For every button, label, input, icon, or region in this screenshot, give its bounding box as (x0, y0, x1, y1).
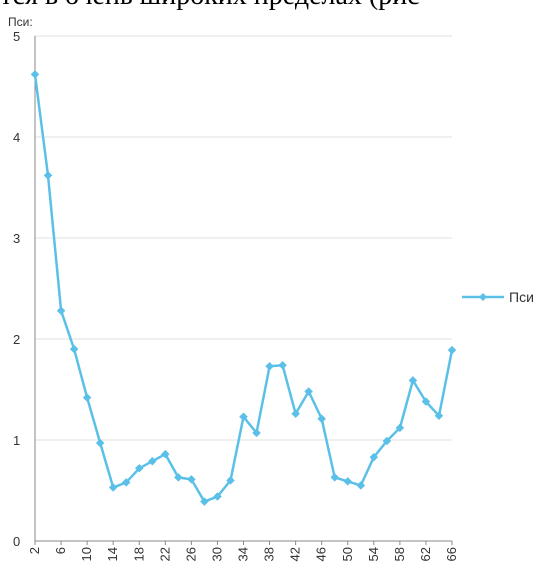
x-tick-label: 54 (366, 547, 381, 561)
x-tick-label: 2 (27, 547, 42, 554)
data-point (317, 414, 327, 424)
x-tick-label: 42 (288, 547, 303, 561)
data-point (43, 171, 53, 180)
data-point (382, 436, 392, 446)
legend-swatch-marker (479, 293, 487, 301)
data-point (265, 361, 274, 371)
data-point (147, 456, 157, 466)
x-tick-label: 22 (157, 547, 172, 561)
data-point (434, 411, 444, 421)
data-point (421, 397, 431, 406)
data-point (187, 475, 196, 484)
x-tick-label: 34 (236, 547, 251, 561)
data-point (447, 345, 457, 355)
x-tick-label: 14 (105, 547, 120, 561)
data-point (160, 449, 170, 459)
data-point (226, 476, 235, 485)
data-point (395, 423, 405, 433)
y-tick-label: 2 (13, 332, 20, 347)
data-point (30, 70, 40, 79)
data-point (369, 452, 379, 462)
data-point (200, 497, 209, 506)
data-point (330, 473, 340, 482)
series-line-path (33, 74, 454, 503)
x-tick-label: 6 (53, 547, 68, 554)
series-line (33, 74, 454, 503)
legend: Пси (462, 289, 534, 305)
data-point (252, 428, 261, 438)
x-tick-label: 10 (79, 547, 94, 561)
x-tick-label: 62 (418, 547, 433, 561)
y-tick-label: 4 (13, 130, 20, 145)
data-point (408, 376, 418, 385)
data-point (69, 344, 79, 354)
data-point (291, 409, 300, 419)
x-tick-label: 46 (314, 547, 329, 561)
y-axis-label: Пси: (8, 15, 33, 29)
axes (34, 36, 453, 545)
data-point (134, 463, 144, 473)
data-point (173, 473, 183, 482)
data-point (304, 387, 314, 396)
data-point (239, 412, 248, 422)
y-tick-label: 5 (13, 29, 20, 44)
data-point (278, 360, 287, 370)
series-points (30, 70, 457, 506)
data-point (56, 306, 66, 316)
x-tick-label: 66 (444, 547, 459, 561)
data-point (121, 478, 131, 487)
x-tick-label: 30 (209, 547, 224, 561)
y-tick-label: 0 (13, 534, 20, 549)
x-tick-labels: 2 6 10 14 18 22 26 30 34 38 42 46 50 54 58 62 66 (27, 547, 459, 561)
legend-label: Пси (509, 289, 534, 305)
data-point (343, 477, 353, 486)
x-tick-label: 38 (262, 547, 277, 561)
grid-lines (35, 35, 452, 441)
y-tick-labels: 0 1 2 3 4 5 (13, 29, 20, 549)
data-point (82, 393, 92, 402)
page-heading-fragment: тся в очень широких пределах (рис (0, 0, 545, 12)
x-tick-label: 26 (183, 547, 198, 561)
data-point (356, 481, 366, 490)
x-tick-label: 50 (340, 547, 355, 561)
y-tick-label: 1 (13, 433, 20, 448)
data-point (108, 483, 118, 492)
y-tick-label: 3 (13, 231, 20, 246)
data-point (213, 492, 222, 501)
x-tick-label: 18 (131, 547, 146, 561)
x-tick-label: 58 (392, 547, 407, 561)
data-point (95, 438, 105, 448)
